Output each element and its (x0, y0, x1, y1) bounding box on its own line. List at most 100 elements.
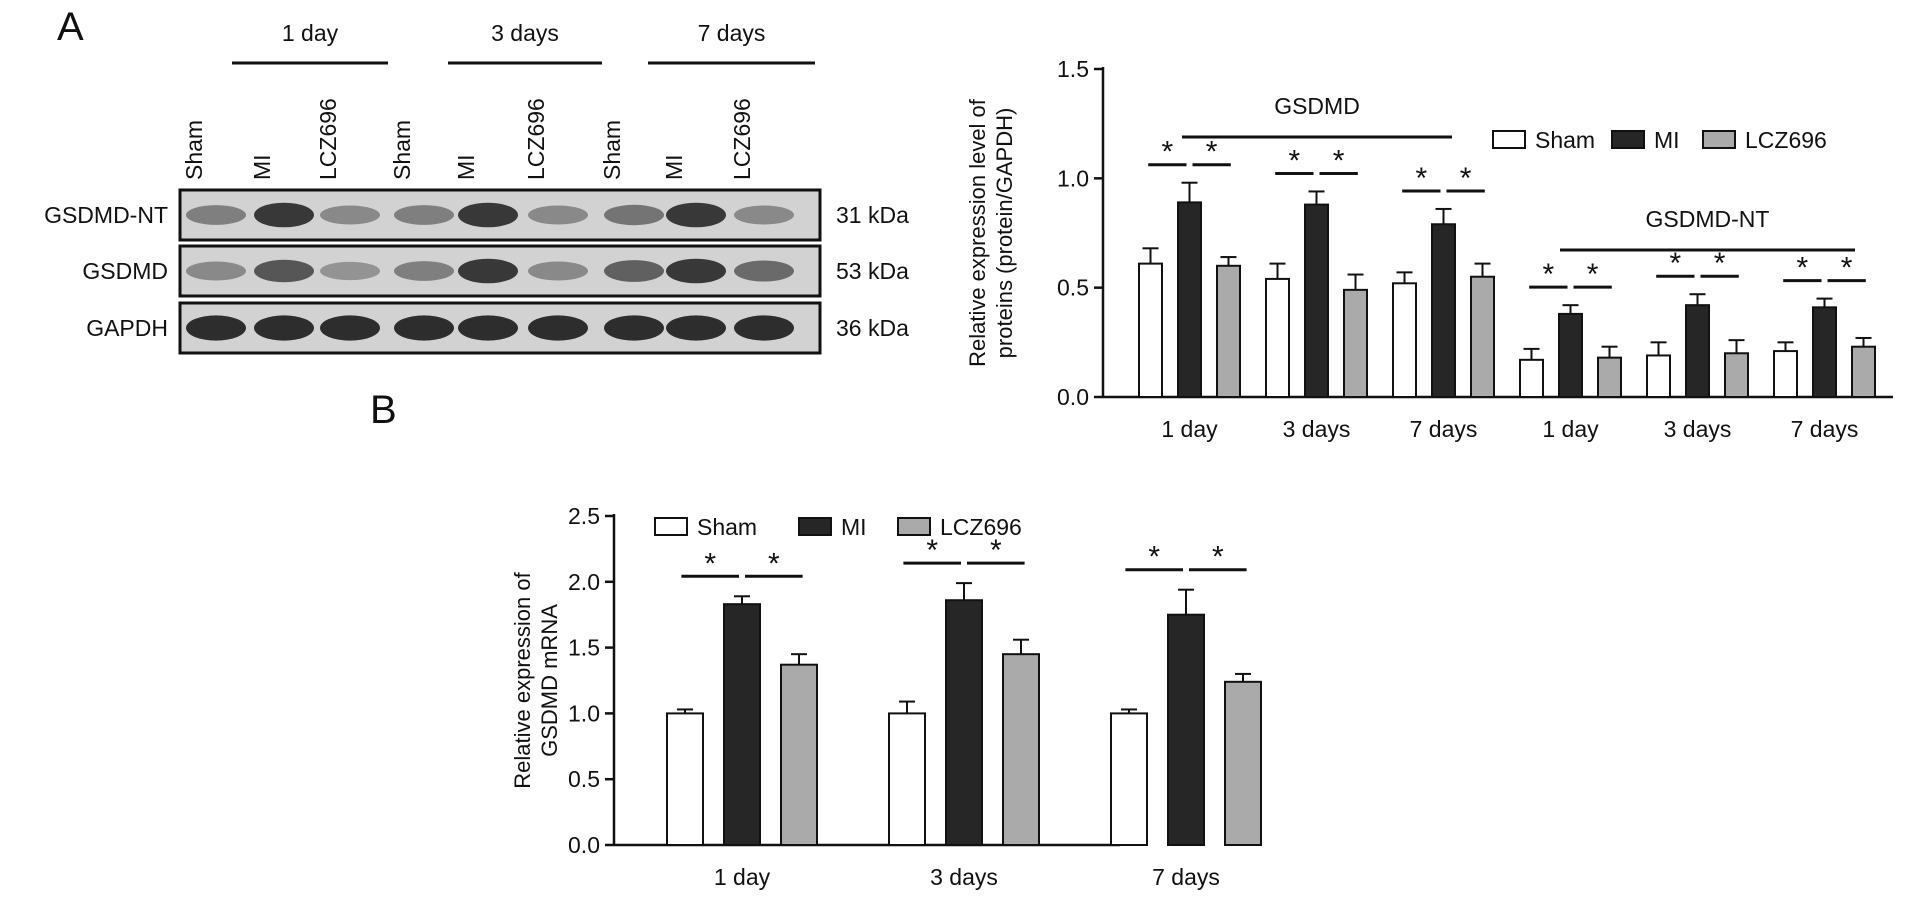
y-tick-label: 1.0 (1057, 165, 1089, 191)
significance-star: * (768, 547, 780, 580)
bar-lcz (1597, 356, 1622, 399)
bar-lcz (1724, 352, 1749, 398)
blot-band (604, 260, 664, 282)
legend-label-sham: Sham (1535, 127, 1595, 153)
bar-sham (1646, 354, 1671, 399)
blot-band (186, 315, 246, 341)
blot-lane-label: MI (453, 154, 479, 180)
legend-label-lcz: LCZ696 (1745, 127, 1827, 153)
blot-row-label: GSDMD (82, 258, 168, 284)
blot-size-label: 31 kDa (836, 202, 909, 228)
significance-star: * (1587, 258, 1599, 291)
y-tick-label: 2.5 (568, 503, 600, 529)
bar-mi (1812, 306, 1837, 399)
bar-lcz (1343, 288, 1368, 398)
legend-label-mi: MI (1654, 127, 1680, 153)
legend-swatch-mi (798, 517, 832, 536)
significance-star: * (1714, 247, 1726, 280)
y-axis-label: Relative expression of (510, 571, 535, 788)
significance-star: * (1148, 541, 1160, 574)
blot-band (528, 205, 588, 225)
blot-lane-label: LCZ696 (523, 98, 549, 180)
y-tick-label: 0.0 (568, 832, 600, 858)
y-axis-label: GSDMD mRNA (537, 604, 562, 757)
significance-star: * (1206, 136, 1218, 169)
blot-size-label: 53 kDa (836, 258, 909, 284)
x-tick-label: 7 days (1791, 416, 1859, 442)
blot-band (734, 315, 794, 341)
blot-band (666, 258, 726, 284)
x-tick-label: 1 day (1542, 416, 1599, 442)
legend-swatch-lcz (1702, 130, 1736, 149)
y-tick-label: 0.0 (1057, 384, 1089, 410)
blot-lane-label: MI (249, 154, 275, 180)
blot-band (394, 315, 454, 341)
blot-band (458, 202, 518, 228)
significance-star: * (1460, 162, 1472, 195)
y-axis-label: proteins (protein/GAPDH) (992, 108, 1017, 359)
bar-mi (723, 603, 761, 846)
x-tick-label: 3 days (1664, 416, 1732, 442)
blot-band (186, 261, 246, 281)
panel-b-label: B (370, 388, 397, 432)
x-tick-label: 7 days (1152, 864, 1220, 890)
legend-label-sham: Sham (697, 514, 757, 540)
blot-row-label: GAPDH (86, 315, 168, 341)
bar-mi (1304, 203, 1329, 398)
group-span-label: GSDMD (1274, 93, 1360, 119)
y-tick-label: 2.0 (568, 569, 600, 595)
blot-band (458, 315, 518, 341)
y-tick-label: 1.5 (568, 635, 600, 661)
bar-mi (1431, 223, 1456, 398)
blot-band (394, 205, 454, 225)
blot-band (186, 205, 246, 225)
blot-band (528, 315, 588, 341)
panel-a-label: A (57, 5, 84, 49)
blot-band (604, 315, 664, 341)
blot-band (528, 261, 588, 281)
bar-sham (1110, 712, 1148, 847)
bar-lcz (1851, 345, 1876, 398)
bar-lcz (780, 663, 818, 847)
blot-time-label: 1 day (282, 20, 339, 46)
significance-star: * (1162, 136, 1174, 169)
bar-lcz (1470, 275, 1495, 399)
legend-swatch-lcz (897, 517, 931, 536)
bar-sham (888, 712, 926, 847)
bar-sham (1265, 277, 1290, 399)
blot-band (734, 205, 794, 225)
significance-star: * (926, 534, 938, 567)
blot-band (254, 202, 314, 228)
significance-star: * (1416, 162, 1428, 195)
x-tick-label: 3 days (930, 864, 998, 890)
y-tick-label: 1.0 (568, 700, 600, 726)
bar-sham (1138, 262, 1163, 399)
blot-band (254, 259, 314, 283)
significance-star: * (1670, 247, 1682, 280)
bar-mi (1685, 304, 1710, 398)
significance-star: * (1841, 252, 1853, 285)
bar-mi (945, 599, 983, 846)
significance-star: * (704, 547, 716, 580)
legend-swatch-sham (1492, 130, 1526, 149)
bar-mi (1177, 201, 1202, 398)
blot-row-label: GSDMD-NT (44, 202, 168, 228)
blot-band (320, 315, 380, 341)
blot-band (458, 258, 518, 284)
blot-lane-label: LCZ696 (729, 98, 755, 180)
bar-lcz (1216, 264, 1241, 398)
blot-band (320, 261, 380, 281)
y-tick-label: 0.5 (1057, 275, 1089, 301)
blot-time-label: 7 days (698, 20, 766, 46)
x-tick-label: 1 day (1161, 416, 1218, 442)
legend-label-lcz: LCZ696 (940, 514, 1022, 540)
legend-label-mi: MI (841, 514, 867, 540)
significance-star: * (1797, 252, 1809, 285)
blot-lane-label: LCZ696 (315, 98, 341, 180)
blot-band (666, 315, 726, 341)
blot-lane-label: Sham (389, 120, 415, 180)
blot-band (666, 202, 726, 228)
y-tick-label: 0.5 (568, 766, 600, 792)
